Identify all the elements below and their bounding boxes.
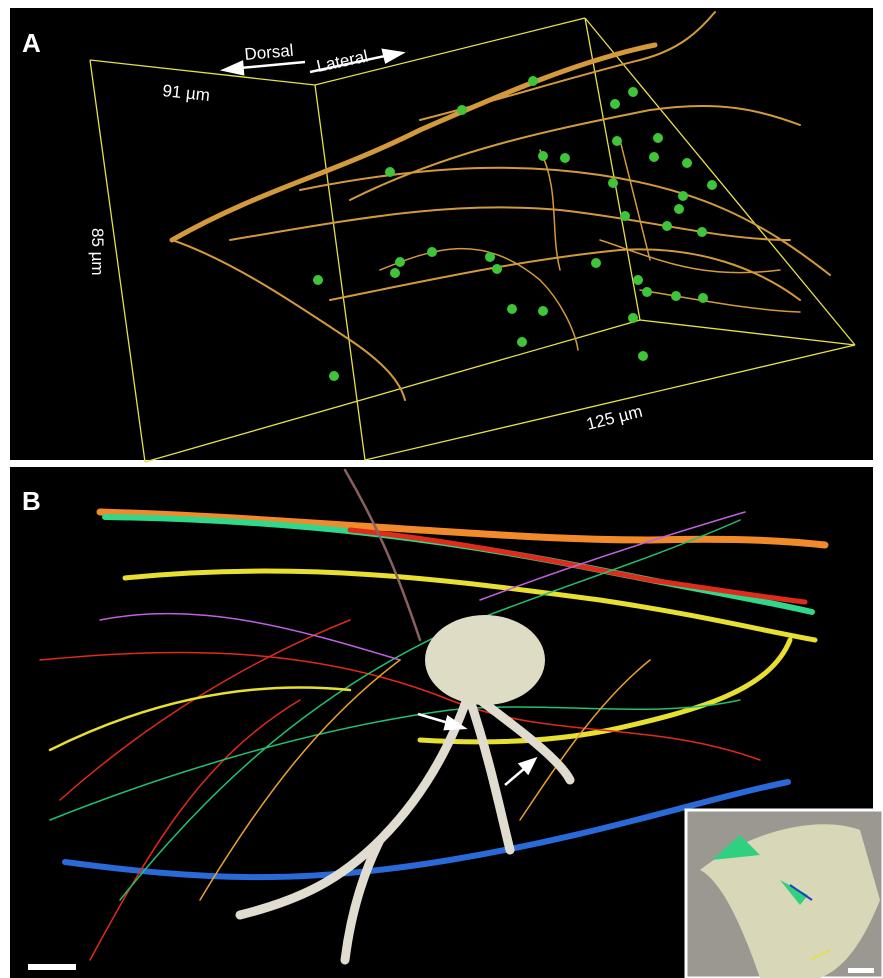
pointer-arrows — [417, 712, 538, 786]
panel-b: B — [10, 467, 883, 978]
annotation: 91 µm — [162, 81, 211, 105]
neurites — [169, 11, 831, 401]
panel-label: B — [22, 486, 41, 516]
panel-a-background — [10, 8, 873, 460]
neurites — [39, 468, 829, 965]
scale-bar — [28, 964, 76, 970]
soma — [425, 615, 545, 705]
bounding-box — [89, 17, 856, 463]
annotation: 85 µm — [88, 228, 107, 276]
panel-a: A Dorsal Lateral 91 µm 85 µm 125 µm — [10, 8, 873, 463]
inset — [684, 808, 883, 978]
direction-arrows — [219, 48, 406, 76]
panel-label: A — [22, 28, 41, 58]
annotation: Dorsal — [244, 41, 295, 64]
green-spheres — [313, 76, 717, 381]
